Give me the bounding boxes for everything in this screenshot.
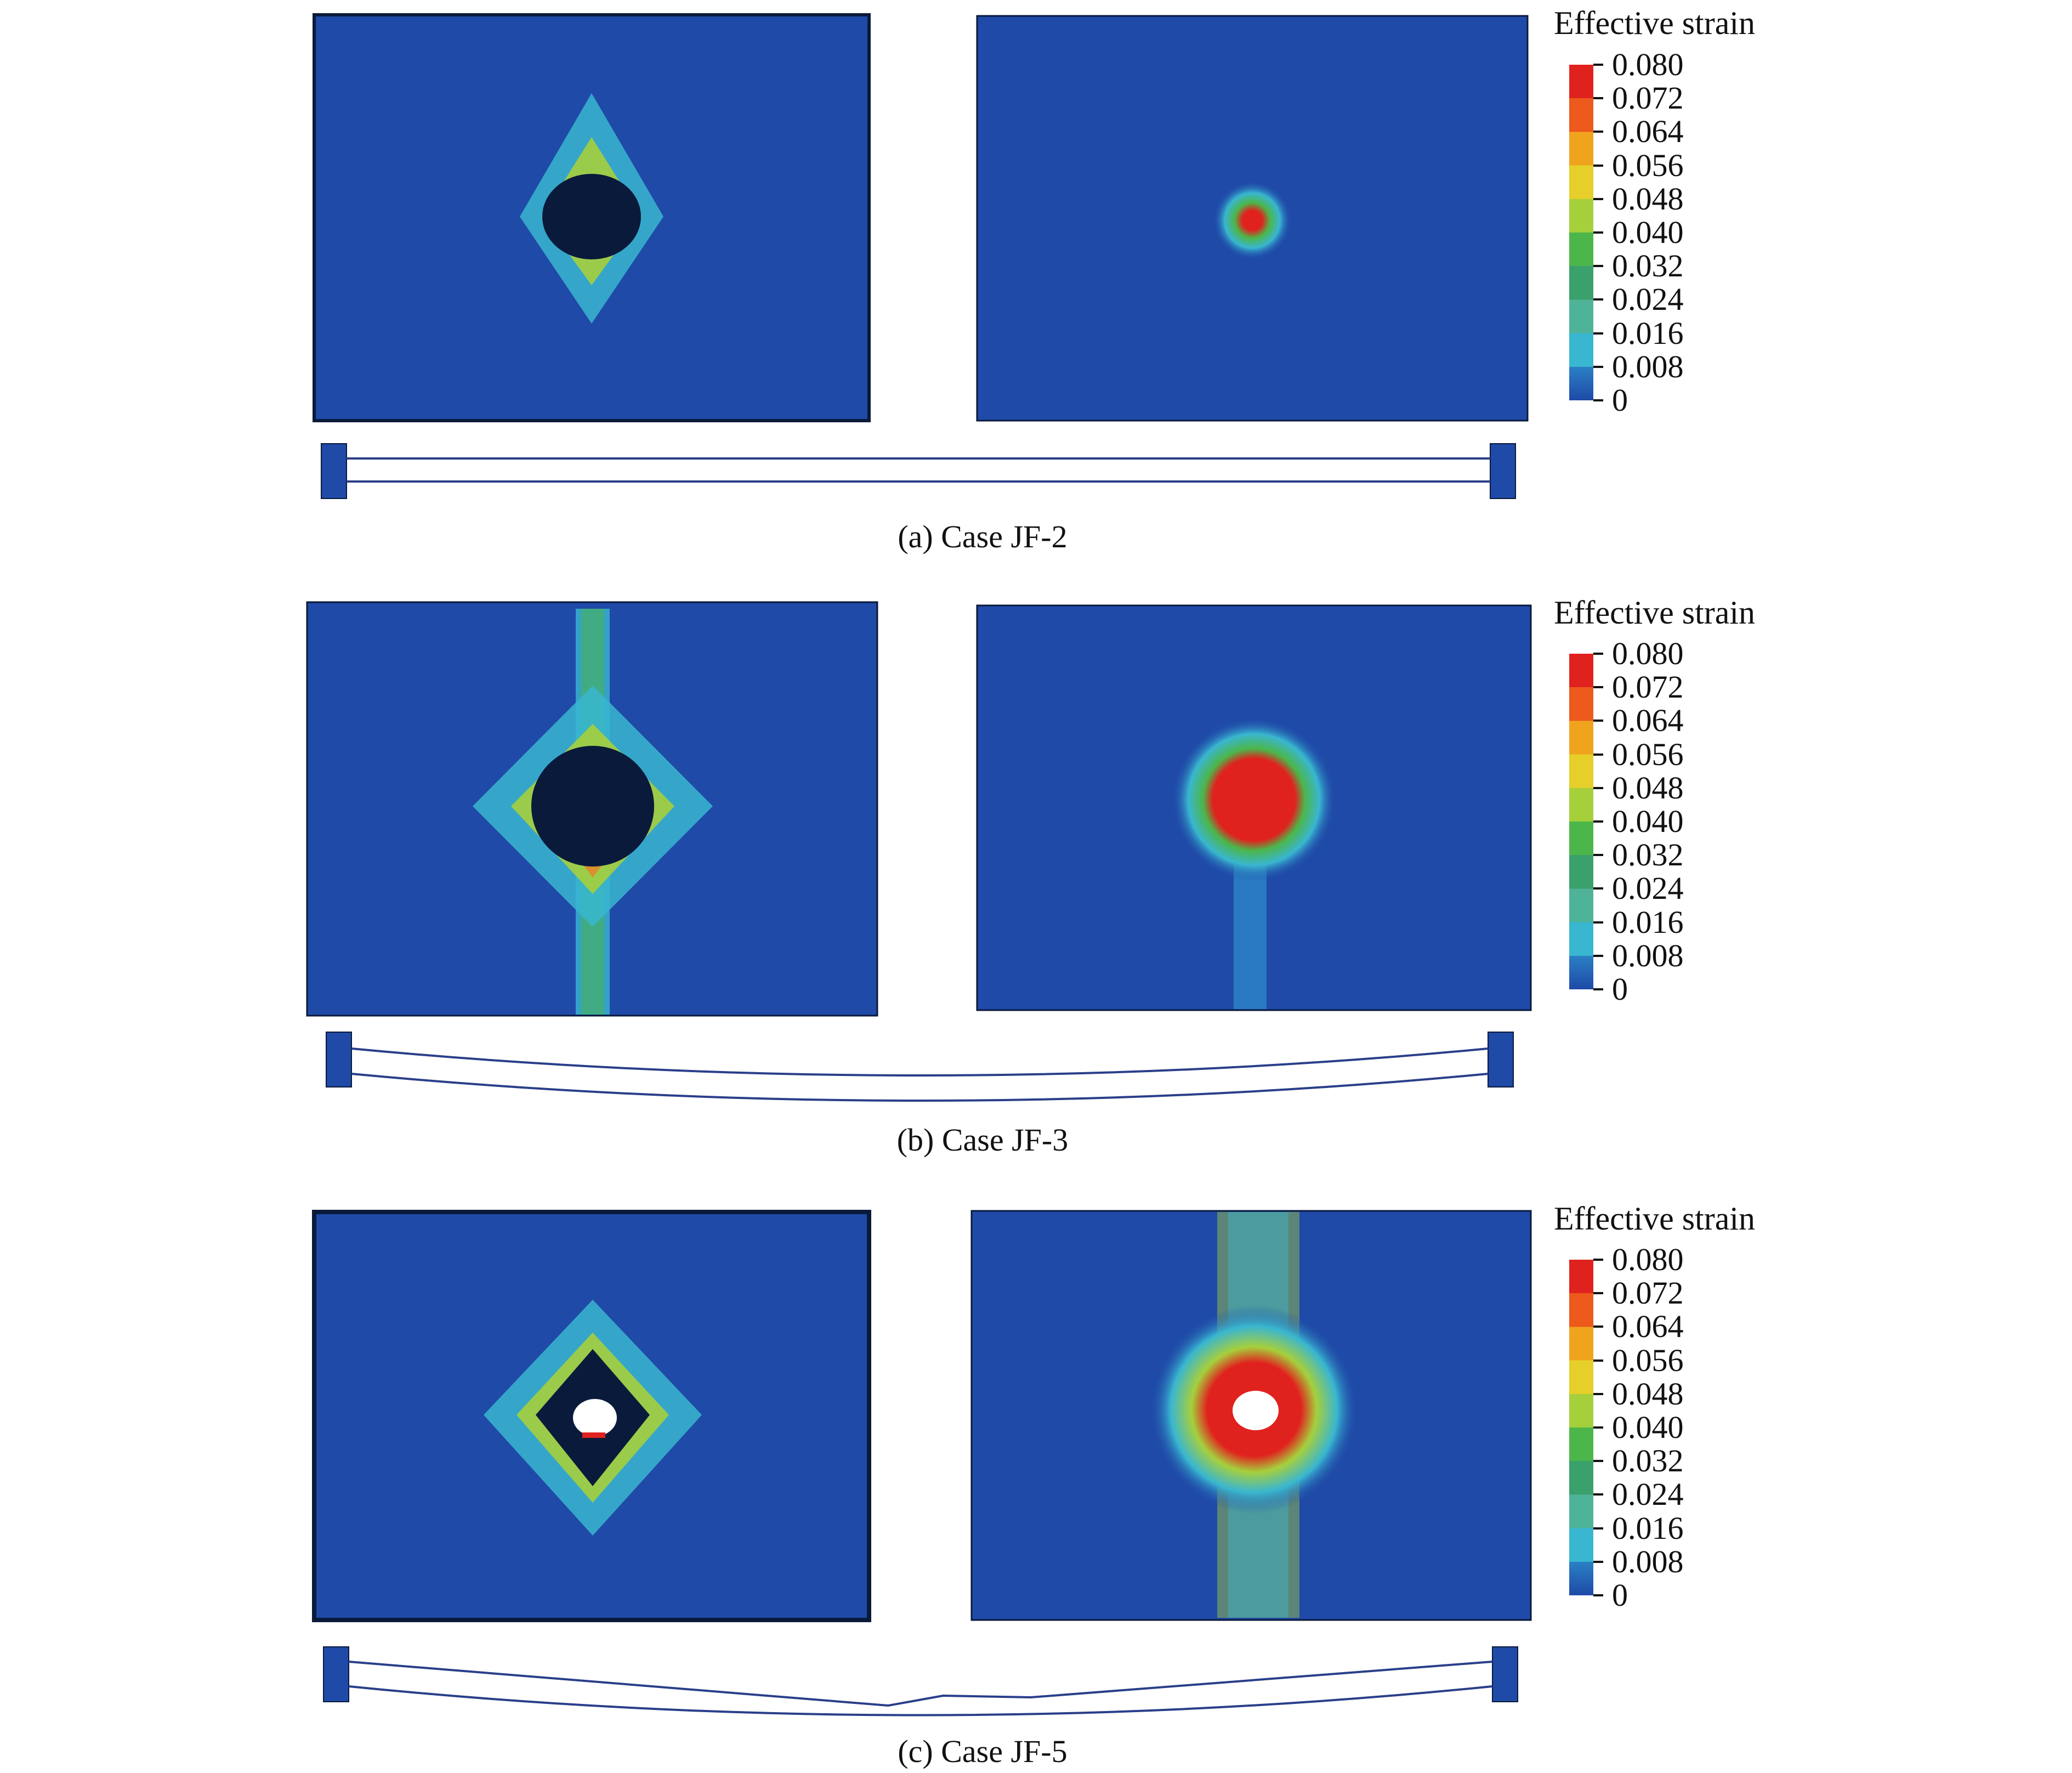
panel-c-legend-bar (1569, 1260, 1593, 1595)
panel-c-tick-label: 0.064 (1612, 1308, 1684, 1344)
panel-c-caption: (c) Case JF-5 (898, 1734, 1068, 1769)
panel-b-tick-label: 0.032 (1612, 837, 1684, 873)
legend-ticks (1593, 64, 1603, 1596)
panel-b-tick-label: 0.040 (1612, 803, 1684, 839)
panel-b-legend-title: Effective strain (1554, 594, 1756, 631)
panel-a-tick-label: 0.024 (1612, 281, 1684, 317)
panel-a-tick-label: 0.048 (1612, 181, 1684, 217)
panel-a-left-damage-core (542, 174, 641, 259)
panel-a-tick-label: 0.040 (1612, 214, 1684, 250)
panel-c-tick-label: 0.008 (1612, 1544, 1684, 1579)
panel-a-tick-label: 0.032 (1612, 248, 1684, 284)
panel-b-legend-bar (1569, 654, 1593, 989)
panel-c-right-perforation (1233, 1391, 1279, 1430)
panel-b-support-left (326, 1032, 352, 1087)
panel-b-tick-label: 0.064 (1612, 703, 1684, 738)
panel-a-tick-label: 0.072 (1612, 80, 1684, 116)
panel-b-tick-label: 0.024 (1612, 870, 1684, 906)
panel-c-tick-label: 0.072 (1612, 1275, 1684, 1311)
panel-c-tick-label: 0.048 (1612, 1376, 1684, 1412)
panel-a-support-right (1490, 443, 1516, 499)
panel-c-support-left (323, 1646, 349, 1702)
panel-b-tick-label: 0 (1612, 971, 1628, 1007)
panel-a-right-damage (1213, 181, 1292, 260)
panel-a-tick-label: 0.056 (1612, 148, 1684, 183)
panel-a-support-left (321, 443, 347, 499)
panel-c-tick-label: 0.040 (1612, 1409, 1684, 1445)
panel-b-tick-label: 0.056 (1612, 737, 1684, 772)
panel-c-tick-label: 0.056 (1612, 1343, 1684, 1378)
panel-c (312, 1210, 1593, 1717)
panel-b-tick-label: 0.072 (1612, 669, 1684, 705)
panel-b-tick-label: 0.048 (1612, 770, 1684, 806)
panel-b-tick-label: 0.008 (1612, 938, 1684, 973)
panel-a-tick-label: 0.016 (1612, 315, 1684, 351)
panel-c-left-perforation (573, 1399, 617, 1436)
panel-c-tick-label: 0.024 (1612, 1476, 1684, 1512)
panel-b-support-right (1488, 1032, 1514, 1087)
panel-a-tick-label: 0.008 (1612, 349, 1684, 384)
panel-c-tick-label: 0.080 (1612, 1242, 1684, 1277)
panel-c-tick-label: 0.032 (1612, 1443, 1684, 1479)
panel-c-legend-title: Effective strain (1554, 1200, 1756, 1237)
panel-b-deflection-bottom (351, 1073, 1489, 1102)
panel-b (306, 601, 1593, 1102)
panel-c-deflection-bottom (348, 1685, 1493, 1717)
panel-b-deflection-top (351, 1047, 1489, 1077)
panel-c-support-right (1492, 1646, 1518, 1702)
panel-a-tick-label: 0.080 (1612, 47, 1684, 82)
panel-a-legend-title: Effective strain (1554, 5, 1756, 41)
panel-c-tick-label: 0 (1612, 1577, 1628, 1613)
panel-a-tick-label: 0 (1612, 382, 1628, 418)
panel-c-deflection-top (348, 1661, 1493, 1707)
panel-b-caption: (b) Case JF-3 (896, 1122, 1069, 1158)
panel-b-right-damage (1172, 717, 1336, 882)
panel-a-caption: (a) Case JF-2 (898, 519, 1068, 554)
panel-b-tick-label: 0.016 (1612, 904, 1684, 940)
panel-c-tick-label: 0.016 (1612, 1510, 1684, 1546)
panel-b-tick-label: 0.080 (1612, 636, 1684, 671)
panel-a-legend-bar (1569, 65, 1593, 400)
panel-b-left-damage-core (531, 746, 654, 866)
panel-a (313, 13, 1593, 499)
panel-a-tick-label: 0.064 (1612, 114, 1684, 149)
